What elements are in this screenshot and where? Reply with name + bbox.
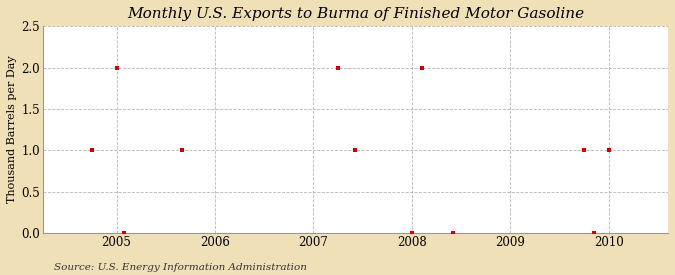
Point xyxy=(177,148,188,153)
Point xyxy=(86,148,97,153)
Y-axis label: Thousand Barrels per Day: Thousand Barrels per Day xyxy=(7,56,17,204)
Point xyxy=(416,65,427,70)
Text: Source: U.S. Energy Information Administration: Source: U.S. Energy Information Administ… xyxy=(54,263,307,272)
Point xyxy=(448,231,459,235)
Point xyxy=(579,148,590,153)
Point xyxy=(603,148,614,153)
Point xyxy=(333,65,344,70)
Point xyxy=(406,231,417,235)
Point xyxy=(589,231,599,235)
Point xyxy=(111,65,122,70)
Point xyxy=(350,148,360,153)
Point xyxy=(119,231,130,235)
Title: Monthly U.S. Exports to Burma of Finished Motor Gasoline: Monthly U.S. Exports to Burma of Finishe… xyxy=(127,7,584,21)
